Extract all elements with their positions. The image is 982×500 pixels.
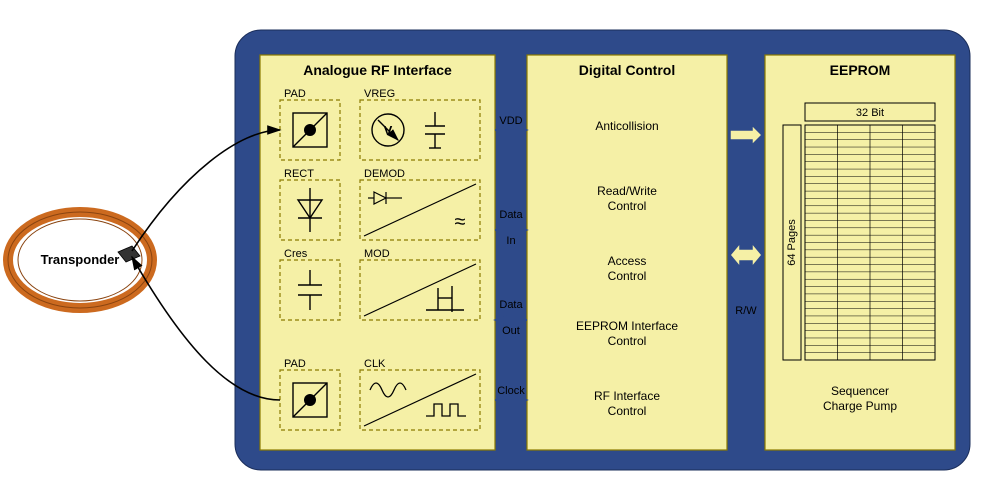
digital-item-5: EEPROM Interface [576, 319, 678, 333]
eeprom-title: EEPROM [830, 62, 891, 78]
digital-item-0: Anticollision [595, 119, 658, 133]
digital-item-1: Read/Write [597, 184, 657, 198]
block-rect-label: RECT [284, 168, 314, 180]
block-demod-label: DEMOD [364, 168, 405, 180]
block-vreg-label: VREG [364, 88, 395, 100]
block-diagram: Analogue RF Interface Digital Control EEPR… [0, 0, 982, 500]
transponder: Transponder [8, 212, 152, 308]
eeprom-bits-label: 32 Bit [856, 107, 884, 119]
svg-text:Out: Out [502, 325, 520, 337]
eeprom-seq1: Sequencer [831, 384, 889, 398]
svg-text:In: In [506, 235, 515, 247]
digital-item-8: Control [608, 404, 647, 418]
svg-text:Data: Data [499, 299, 523, 311]
digital-item-4: Control [608, 269, 647, 283]
block-cres-label: Cres [284, 248, 308, 260]
svg-text:VDD: VDD [499, 115, 522, 127]
svg-text:R/W: R/W [735, 305, 757, 317]
digital-item-7: RF Interface [594, 389, 660, 403]
digital-item-6: Control [608, 334, 647, 348]
svg-text:Clock: Clock [497, 385, 525, 397]
digital-item-3: Access [608, 254, 647, 268]
digital-title: Digital Control [579, 62, 675, 78]
block-clk-label: CLK [364, 358, 386, 370]
eeprom-pages-label: 64 Pages [786, 219, 798, 266]
block-pad1-label: PAD [284, 88, 306, 100]
svg-text:Data: Data [499, 209, 523, 221]
digital-item-2: Control [608, 199, 647, 213]
eeprom-grid: 32 Bit 64 Pages [783, 103, 935, 360]
analogue-title: Analogue RF Interface [303, 62, 452, 78]
block-pad2-label: PAD [284, 358, 306, 370]
transponder-label: Transponder [41, 252, 120, 267]
block-mod-label: MOD [364, 248, 390, 260]
eeprom-seq2: Charge Pump [823, 399, 897, 413]
svg-text:≈: ≈ [455, 211, 466, 233]
